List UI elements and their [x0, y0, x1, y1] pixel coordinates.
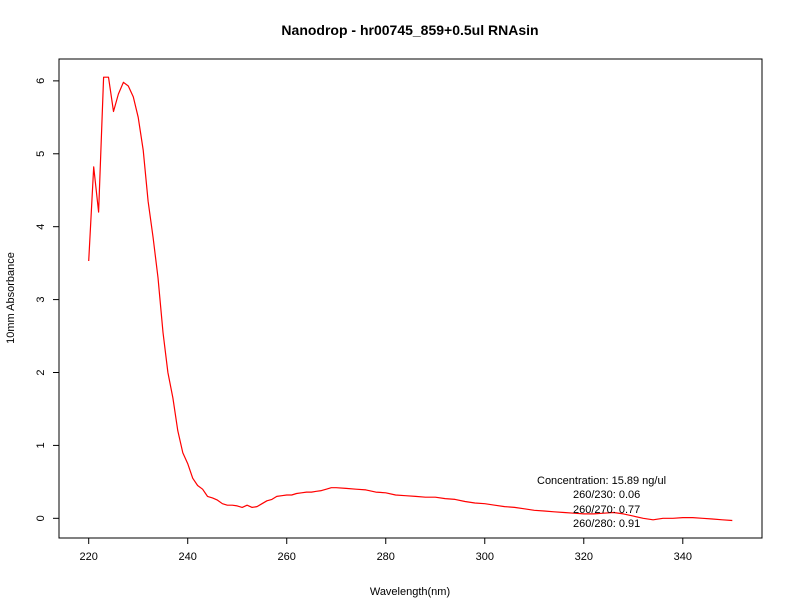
annotation-260-270: 260/270: 0.77 [573, 504, 640, 516]
x-tick-label: 260 [278, 551, 296, 563]
x-tick-label: 300 [476, 551, 494, 563]
y-tick-label: 1 [35, 442, 47, 448]
x-axis: 220 240 260 280 300 320 340 [80, 538, 692, 563]
y-tick-label: 4 [35, 224, 47, 230]
y-tick-label: 3 [35, 297, 47, 303]
annotations: Concentration: 15.89 ng/ul 260/230: 0.06… [537, 475, 666, 530]
series-layer [88, 76, 733, 522]
x-tick-label: 280 [377, 551, 395, 563]
x-tick-label: 220 [80, 551, 98, 563]
y-axis: 0 1 2 3 4 5 6 [35, 78, 59, 521]
annotation-260-280: 260/280: 0.91 [573, 518, 640, 530]
y-tick-label: 5 [35, 151, 47, 157]
plot-frame [58, 58, 763, 539]
y-axis-label: 10mm Absorbance [5, 252, 17, 344]
annotation-260-230: 260/230: 0.06 [573, 489, 640, 501]
absorbance-series-line [88, 76, 733, 522]
annotation-concentration: Concentration: 15.89 ng/ul [537, 475, 666, 487]
y-tick-label: 2 [35, 369, 47, 375]
chart-title: Nanodrop - hr00745_859+0.5ul RNAsin [281, 22, 538, 38]
x-tick-label: 240 [179, 551, 197, 563]
x-tick-label: 320 [575, 551, 593, 563]
x-tick-label: 340 [674, 551, 692, 563]
y-tick-label: 0 [35, 515, 47, 521]
x-axis-label: Wavelength(nm) [370, 586, 450, 598]
y-tick-label: 6 [35, 78, 47, 84]
